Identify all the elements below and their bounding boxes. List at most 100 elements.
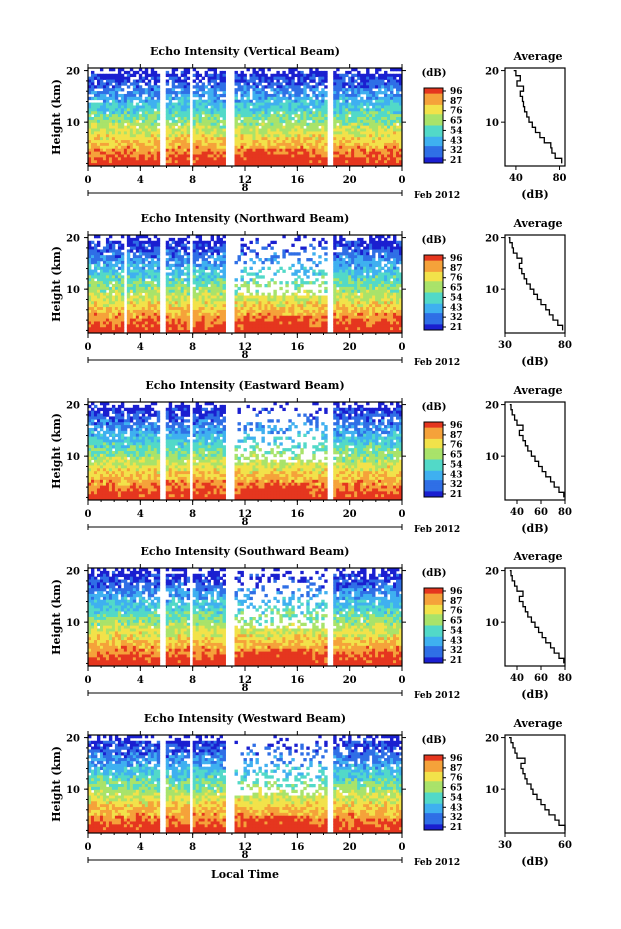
colorbar-segment (424, 133, 443, 136)
heatmap-cell (174, 258, 179, 262)
heatmap-cell (102, 304, 107, 308)
heatmap-cell (165, 142, 170, 147)
heatmap-cell (363, 114, 367, 118)
heatmap-cell (120, 269, 125, 273)
heatmap-cell (384, 160, 388, 164)
heatmap-cell (201, 298, 206, 302)
heatmap-cell (186, 298, 191, 302)
heatmap-cell (351, 114, 355, 118)
heatmap-cell (342, 140, 346, 144)
heatmap-cell (381, 157, 385, 161)
heatmap-cell (312, 330, 316, 334)
heatmap-cell (294, 278, 298, 282)
heatmap-cell (243, 119, 247, 124)
heatmap-cell (279, 286, 283, 291)
heatmap-cell (141, 298, 146, 302)
heatmap-cell (105, 295, 110, 299)
heatmap-cell (120, 275, 125, 279)
heatmap-cell (168, 255, 173, 259)
heatmap-cell (111, 309, 116, 314)
heatmap-cell (255, 289, 259, 294)
heatmap-cell (117, 284, 122, 288)
heatmap-cell (165, 137, 170, 141)
heatmap-cell (207, 82, 212, 86)
heatmap-cell (294, 318, 298, 322)
heatmap-cell (108, 286, 113, 291)
heatmap-cell (300, 315, 304, 319)
heatmap-cell (267, 151, 271, 155)
heatmap-cell (135, 111, 140, 115)
heatmap-cell (273, 255, 277, 259)
heatmap-cell (201, 295, 206, 299)
heatmap-cell (141, 148, 146, 152)
heatmap-cell (129, 91, 134, 95)
heatmap-cell (297, 99, 301, 103)
heatmap-cell (288, 70, 292, 75)
heatmap-cell (216, 315, 220, 319)
heatmap-cell (288, 119, 292, 124)
heatmap-cell (123, 134, 128, 138)
heatmap-cell (90, 154, 95, 158)
heatmap-cell (186, 70, 191, 75)
heatmap-cell (132, 137, 137, 141)
heatmap-cell (132, 255, 137, 259)
heatmap-cell (297, 284, 301, 288)
heatmap-cell (240, 324, 244, 328)
heatmap-cell (174, 122, 179, 127)
heatmap-cell (147, 272, 152, 276)
heatmap-cell (393, 160, 397, 164)
heatmap-cell (168, 295, 173, 299)
heatmap-cell (348, 157, 352, 161)
heatmap-cell (282, 292, 286, 296)
heatmap-cell (105, 142, 110, 147)
heatmap-cell (234, 119, 238, 124)
heatmap-cell (123, 108, 128, 112)
heatmap-cell (147, 321, 152, 325)
heatmap-cell (291, 157, 295, 161)
heatmap-cell (381, 108, 385, 112)
heatmap-cell (216, 304, 220, 308)
heatmap-cell (369, 163, 373, 167)
heatmap-cell (276, 131, 280, 135)
heatmap-cell (108, 160, 113, 164)
heatmap-cell (351, 122, 355, 127)
heatmap-cell (306, 128, 310, 132)
heatmap-cell (132, 252, 137, 256)
heatmap-cell (168, 272, 173, 276)
heatmap-cell (294, 252, 298, 256)
heatmap-cell (150, 122, 155, 127)
heatmap-cell (135, 243, 140, 247)
heatmap-cell (300, 70, 304, 75)
heatmap-cell (102, 263, 107, 268)
heatmap-cell (267, 301, 271, 305)
heatmap-cell (285, 79, 289, 83)
heatmap-cell (153, 114, 158, 118)
heatmap-cell (126, 85, 131, 89)
heatmap-cell (114, 324, 119, 328)
heatmap-cell (297, 117, 301, 121)
heatmap-cell (255, 73, 259, 78)
heatmap-cell (399, 88, 403, 92)
heatmap-cell (375, 134, 379, 138)
heatmap-cell (111, 73, 116, 78)
heatmap-cell (219, 292, 223, 296)
heatmap-cell (321, 93, 325, 98)
heatmap-cell (102, 88, 107, 92)
heatmap-cell (348, 82, 352, 86)
heatmap-cell (102, 145, 107, 150)
heatmap-cell (282, 304, 286, 308)
heatmap-cell (285, 99, 289, 103)
heatmap-cell (324, 327, 328, 331)
heatmap-cell (372, 105, 376, 109)
heatmap-cell (204, 131, 209, 135)
heatmap-cell (246, 284, 250, 288)
heatmap-cell (336, 163, 340, 167)
heatmap-cell (321, 111, 325, 115)
heatmap-cell (135, 102, 140, 106)
heatmap-cell (108, 330, 113, 334)
heatmap-cell (88, 145, 92, 150)
heatmap-cell (363, 91, 367, 95)
heatmap-cell (165, 298, 170, 302)
heatmap-cell (315, 295, 319, 299)
heatmap-cell (180, 260, 185, 265)
